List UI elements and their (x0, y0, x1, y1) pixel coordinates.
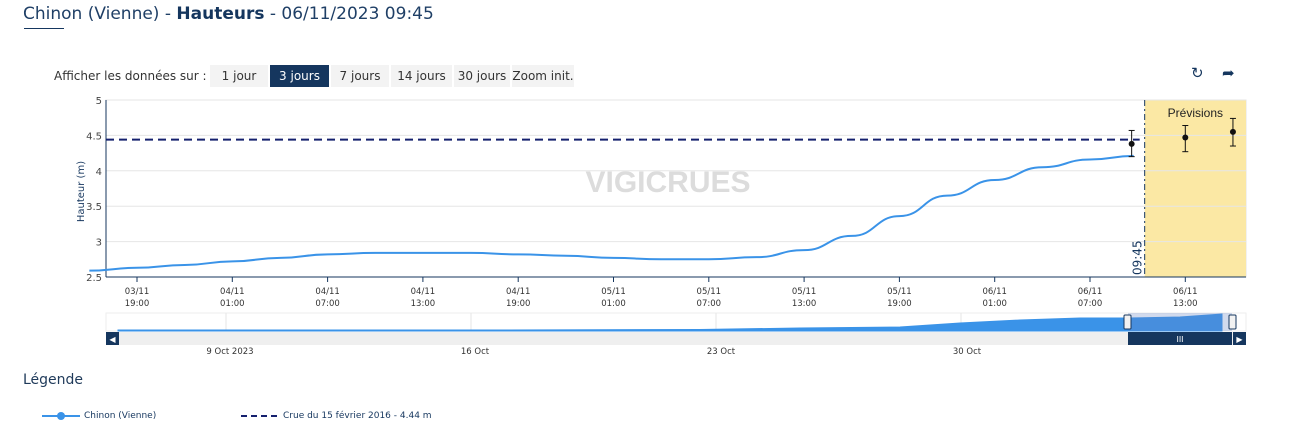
variable-name: Hauteurs (176, 4, 265, 24)
zoom-reset-button[interactable]: Zoom init. (512, 65, 574, 87)
x-tick-time: 13:00 (792, 299, 817, 309)
title-underline (24, 28, 64, 29)
navigator-date-label: 9 Oct 2023 (206, 347, 253, 357)
range-3-days-button[interactable]: 3 jours (270, 65, 329, 87)
x-tick-time: 01:00 (601, 299, 626, 309)
forecast-marker (1182, 134, 1189, 141)
x-tick-date: 04/11 (506, 287, 531, 297)
page-title: Chinon (Vienne) - Hauteurs - 06/11/2023 … (23, 4, 434, 24)
range-14-days-button[interactable]: 14 jours (391, 65, 452, 87)
x-tick-time: 07:00 (697, 299, 722, 309)
navigator-date-label: 23 Oct (707, 347, 736, 357)
x-tick-time: 19:00 (125, 299, 150, 309)
y-axis-title: Hauteur (m) (76, 161, 87, 222)
navigator-date-label: 30 Oct (953, 347, 982, 357)
range-1-day-button[interactable]: 1 jour (210, 65, 268, 87)
scrollbar-grip-icon[interactable]: III (1176, 335, 1183, 344)
scrollbar-left-arrow-button[interactable] (106, 332, 119, 345)
series-line-chinon (89, 154, 1134, 272)
scroll-right-icon: ▶ (1236, 335, 1243, 344)
x-tick-date: 06/11 (1078, 287, 1103, 297)
x-tick-date: 05/11 (792, 287, 817, 297)
x-tick-time: 07:00 (315, 299, 340, 309)
vigicrues-watermark: VIGICRUES (585, 166, 750, 199)
legend-series-label: Chinon (Vienne) (84, 411, 157, 421)
forecast-band (1144, 100, 1246, 277)
legend-title: Légende (23, 372, 84, 388)
scrollbar-thumb[interactable] (1128, 332, 1232, 345)
x-tick-date: 03/11 (125, 287, 150, 297)
y-tick-label: 4.5 (86, 131, 102, 142)
navigator-left-handle[interactable] (1123, 314, 1132, 330)
legend-reference-label: Crue du 15 février 2016 - 4.44 m (283, 411, 432, 421)
range-7-days-button[interactable]: 7 jours (331, 65, 389, 87)
station-name: Chinon (Vienne) (23, 4, 160, 24)
legend-item-reference[interactable]: Crue du 15 février 2016 - 4.44 m (241, 410, 432, 422)
range-30-days-button[interactable]: 30 jours (454, 65, 510, 87)
forecast-point (1229, 117, 1236, 147)
forecast-point (1182, 124, 1189, 153)
x-tick-date: 04/11 (220, 287, 245, 297)
x-tick-time: 13:00 (1173, 299, 1198, 309)
now-marker-label: 09:45 (1131, 240, 1145, 275)
x-tick-date: 06/11 (1173, 287, 1198, 297)
scroll-left-icon: ◀ (109, 335, 116, 344)
legend-reference-line-icon (241, 415, 279, 417)
refresh-icon[interactable]: ↻ (1191, 64, 1204, 82)
x-tick-date: 05/11 (697, 287, 722, 297)
legend-item-series[interactable]: Chinon (Vienne) (42, 410, 156, 422)
range-selector-label: Afficher les données sur : (54, 69, 207, 83)
forecast-label: Prévisions (1168, 106, 1223, 120)
title-datetime: 06/11/2023 09:45 (281, 4, 434, 24)
x-tick-date: 04/11 (411, 287, 436, 297)
x-tick-time: 19:00 (506, 299, 531, 309)
x-tick-date: 05/11 (601, 287, 626, 297)
x-tick-time: 07:00 (1078, 299, 1103, 309)
y-tick-label: 3 (96, 238, 102, 249)
share-arrow-icon[interactable]: ➦ (1222, 64, 1235, 82)
x-tick-time: 01:00 (220, 299, 245, 309)
navigator-selection (1128, 313, 1232, 331)
x-tick-date: 04/11 (315, 287, 340, 297)
forecast-marker (1128, 140, 1135, 147)
y-tick-label: 5 (96, 96, 102, 107)
y-tick-label: 2.5 (86, 273, 102, 284)
scrollbar-track[interactable] (106, 332, 1246, 345)
y-tick-label: 3.5 (86, 202, 102, 213)
navigator-date-label: 16 Oct (461, 347, 490, 357)
plot-area (105, 99, 1247, 278)
y-tick-label: 4 (96, 167, 102, 178)
forecast-marker (1229, 128, 1236, 135)
legend-series-line-icon (42, 412, 80, 420)
x-tick-time: 01:00 (982, 299, 1007, 309)
forecast-point (1128, 129, 1135, 158)
navigator-right-handle[interactable] (1228, 314, 1237, 330)
x-tick-date: 06/11 (982, 287, 1007, 297)
scrollbar-right-arrow-button[interactable] (1233, 332, 1246, 345)
x-tick-time: 13:00 (411, 299, 436, 309)
navigator-series-area (117, 313, 1223, 332)
x-tick-time: 19:00 (887, 299, 912, 309)
x-tick-date: 05/11 (887, 287, 912, 297)
